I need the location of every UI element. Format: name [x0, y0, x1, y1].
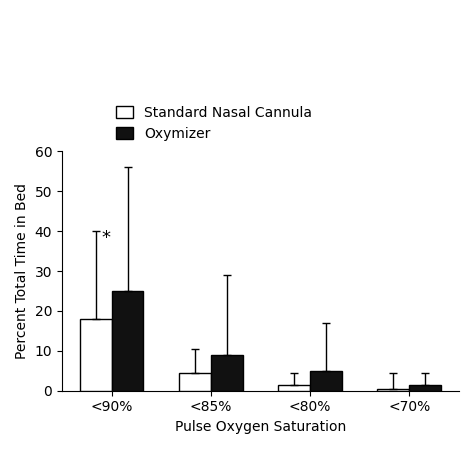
Y-axis label: Percent Total Time in Bed: Percent Total Time in Bed: [15, 183, 29, 359]
Bar: [211, 355, 243, 391]
Bar: [112, 291, 144, 391]
Bar: [409, 385, 441, 391]
Legend: Standard Nasal Cannula, Oxymizer: Standard Nasal Cannula, Oxymizer: [117, 106, 312, 141]
X-axis label: Pulse Oxygen Saturation: Pulse Oxygen Saturation: [175, 420, 346, 434]
Bar: [310, 371, 342, 391]
Bar: [179, 373, 211, 391]
Bar: [377, 389, 409, 391]
Text: *: *: [101, 229, 110, 247]
Bar: [278, 385, 310, 391]
Bar: [80, 319, 112, 391]
